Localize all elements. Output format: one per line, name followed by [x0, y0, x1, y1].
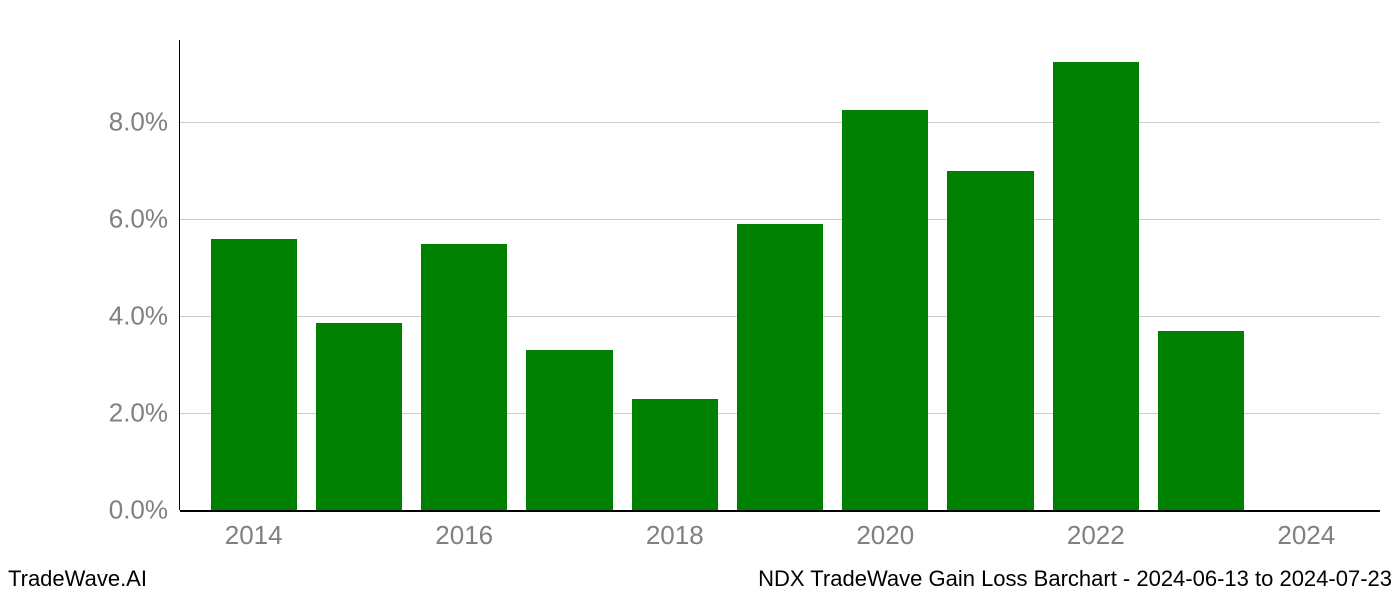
y-tick-label: 4.0% — [109, 301, 168, 332]
y-tick-label: 2.0% — [109, 398, 168, 429]
x-tick-label: 2016 — [435, 520, 493, 551]
bar — [842, 110, 928, 510]
y-tick-label: 8.0% — [109, 107, 168, 138]
y-tick-label: 0.0% — [109, 495, 168, 526]
bar — [947, 171, 1033, 510]
bar — [632, 399, 718, 510]
y-axis-line — [179, 40, 181, 510]
x-tick-label: 2014 — [225, 520, 283, 551]
x-tick-label: 2020 — [856, 520, 914, 551]
footer-right-label: NDX TradeWave Gain Loss Barchart - 2024-… — [758, 566, 1392, 592]
footer-left-label: TradeWave.AI — [8, 566, 147, 592]
bar — [211, 239, 297, 510]
bar — [1053, 62, 1139, 510]
bar — [1158, 331, 1244, 510]
bar — [737, 224, 823, 510]
gridline — [180, 122, 1380, 123]
x-tick-label: 2018 — [646, 520, 704, 551]
bar — [526, 350, 612, 510]
gridline — [180, 219, 1380, 220]
x-tick-label: 2022 — [1067, 520, 1125, 551]
x-axis-line — [180, 510, 1380, 512]
bar — [421, 244, 507, 510]
chart-container: 0.0% 2.0% 4.0% 6.0% 8.0% 2014 2016 2018 2020 202… — [0, 0, 1400, 600]
bar — [316, 323, 402, 510]
x-tick-label: 2024 — [1277, 520, 1335, 551]
y-tick-label: 6.0% — [109, 204, 168, 235]
